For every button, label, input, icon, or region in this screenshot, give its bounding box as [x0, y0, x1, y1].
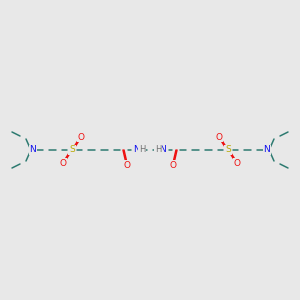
Text: N: N: [264, 146, 270, 154]
Text: N: N: [30, 146, 36, 154]
Text: H: H: [155, 145, 161, 154]
Text: O: O: [77, 133, 85, 142]
Text: O: O: [233, 158, 241, 167]
Text: O: O: [215, 133, 223, 142]
Text: O: O: [169, 160, 176, 169]
Text: O: O: [124, 160, 130, 169]
Text: N: N: [134, 146, 140, 154]
Text: O: O: [59, 158, 67, 167]
Text: S: S: [225, 146, 231, 154]
Text: S: S: [69, 146, 75, 154]
Text: N: N: [160, 146, 167, 154]
Text: H: H: [139, 146, 145, 154]
